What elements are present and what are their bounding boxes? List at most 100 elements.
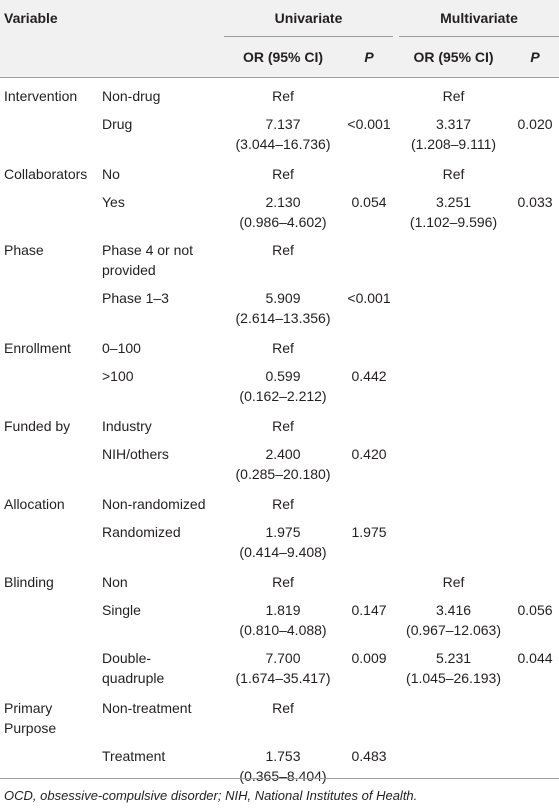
multi-p-cell bbox=[511, 690, 559, 740]
uni-p-cell: 0.420 bbox=[351, 446, 387, 462]
multi-or-cell bbox=[396, 740, 511, 788]
table-row: Phase Phase 4 or not provided Ref bbox=[0, 234, 559, 282]
uni-p-cell: 0.483 bbox=[351, 748, 387, 764]
multi-or-cell: 3.416 (0.967–12.063) bbox=[396, 594, 511, 642]
level-cell: Non bbox=[102, 564, 224, 594]
multi-or-value: Ref bbox=[442, 166, 465, 182]
uni-or-cell: Ref bbox=[224, 408, 342, 438]
multi-p-cell: 0.020 bbox=[517, 116, 553, 132]
variable-cell: Primary Purpose bbox=[0, 690, 102, 740]
variable-cell bbox=[0, 186, 102, 234]
uni-or-value: (3.044–16.736) bbox=[235, 136, 331, 152]
uni-or-cell: 1.753 (0.365–8.404) bbox=[224, 740, 342, 788]
level-cell: Double-quadruple bbox=[102, 642, 224, 690]
uni-or-value: Ref bbox=[272, 496, 294, 512]
level-cell: Treatment bbox=[102, 740, 224, 788]
variable-cell bbox=[0, 516, 102, 564]
uni-p-cell: 0.442 bbox=[351, 368, 387, 384]
header-univariate: Univariate bbox=[224, 0, 397, 37]
uni-p-cell: 1.975 bbox=[351, 524, 387, 540]
level-label: >100 bbox=[102, 368, 134, 384]
table-row: Primary Purpose Non-treatment Ref bbox=[0, 690, 559, 740]
uni-or-value: (0.986–4.602) bbox=[239, 214, 327, 230]
level-label: Treatment bbox=[102, 748, 166, 764]
level-cell: Non-drug bbox=[102, 78, 224, 109]
multi-or-value: 3.317 bbox=[435, 116, 472, 132]
multi-or-value: (1.102–9.596) bbox=[409, 214, 498, 230]
variable-cell bbox=[0, 360, 102, 408]
uni-p-cell bbox=[342, 564, 396, 594]
multi-p-cell bbox=[511, 234, 559, 282]
uni-or-value: 7.137 bbox=[265, 116, 301, 132]
uni-p-cell bbox=[342, 156, 396, 186]
multi-or-cell bbox=[396, 360, 511, 408]
multi-or-cell bbox=[396, 282, 511, 330]
multi-or-cell bbox=[396, 234, 511, 282]
level-label: NIH/others bbox=[102, 446, 169, 462]
table-row: Double-quadruple 7.700 (1.674–35.417) 0.009… bbox=[0, 642, 559, 690]
variable-cell bbox=[0, 642, 102, 690]
multi-p-cell: 0.033 bbox=[517, 194, 553, 210]
uni-or-value: Ref bbox=[272, 418, 294, 434]
uni-or-value: 1.819 bbox=[265, 602, 301, 618]
multi-p-cell bbox=[511, 408, 559, 438]
variable-cell: Collaborators bbox=[0, 156, 102, 186]
multi-or-cell bbox=[396, 330, 511, 360]
table-row: Allocation Non-randomized Ref bbox=[0, 486, 559, 516]
uni-or-value: Ref bbox=[272, 166, 294, 182]
uni-or-cell: 0.599 (0.162–2.212) bbox=[224, 360, 342, 408]
table-bottom-rule bbox=[0, 778, 559, 779]
table-row: Drug 7.137 (3.044–16.736) <0.001 3.317 (1.208… bbox=[0, 108, 559, 156]
level-label: 0–100 bbox=[102, 340, 141, 356]
multi-p-cell bbox=[511, 740, 559, 788]
header-variable: Variable bbox=[4, 10, 58, 27]
level-cell: >100 bbox=[102, 360, 224, 408]
uni-or-value: 7.700 bbox=[265, 650, 301, 666]
table-row: Funded by Industry Ref bbox=[0, 408, 559, 438]
uni-p-cell: <0.001 bbox=[347, 290, 391, 306]
level-label: Single bbox=[102, 602, 141, 618]
multi-or-cell: Ref bbox=[396, 156, 511, 186]
variable-cell: Enrollment bbox=[0, 330, 102, 360]
header-uni-p: P bbox=[342, 36, 397, 78]
multi-p-cell bbox=[511, 564, 559, 594]
level-label: Non bbox=[102, 574, 128, 590]
level-cell: 0–100 bbox=[102, 330, 224, 360]
variable-label: Collaborators bbox=[4, 166, 88, 182]
multi-p-cell bbox=[511, 330, 559, 360]
uni-or-value: (0.414–9.408) bbox=[239, 544, 327, 560]
uni-or-value: (0.162–2.212) bbox=[239, 388, 327, 404]
variable-cell bbox=[0, 740, 102, 788]
level-cell: Phase 4 or not provided bbox=[102, 234, 224, 282]
variable-cell bbox=[0, 438, 102, 486]
level-cell: Single bbox=[102, 594, 224, 642]
multi-or-cell bbox=[396, 690, 511, 740]
multi-or-cell: Ref bbox=[396, 78, 511, 109]
uni-p-cell: 0.009 bbox=[351, 650, 387, 666]
level-cell: Industry bbox=[102, 408, 224, 438]
level-label: provided bbox=[102, 262, 156, 278]
uni-or-cell: Ref bbox=[224, 78, 342, 109]
variable-cell: Intervention bbox=[0, 78, 102, 109]
variable-cell bbox=[0, 108, 102, 156]
table-footnote: OCD, obsessive-compulsive disorder; NIH,… bbox=[4, 788, 418, 803]
variable-label: Primary Purpose bbox=[4, 700, 57, 736]
uni-or-value: (2.614–13.356) bbox=[235, 310, 331, 326]
multi-or-value: 3.251 bbox=[435, 194, 472, 210]
multi-p-cell bbox=[511, 516, 559, 564]
uni-or-cell: 5.909 (2.614–13.356) bbox=[224, 282, 342, 330]
multi-p-cell bbox=[511, 78, 559, 109]
uni-p-cell bbox=[342, 408, 396, 438]
uni-or-cell: Ref bbox=[224, 330, 342, 360]
multi-or-value: Ref bbox=[442, 574, 465, 590]
variable-label: Phase bbox=[4, 242, 44, 258]
uni-or-value: (1.674–35.417) bbox=[235, 670, 331, 686]
header-multivariate: Multivariate bbox=[393, 0, 559, 37]
table-row: NIH/others 2.400 (0.285–20.180) 0.420 bbox=[0, 438, 559, 486]
uni-or-value: Ref bbox=[272, 574, 294, 590]
level-label: Phase 4 or not bbox=[102, 242, 194, 258]
uni-or-cell: 7.137 (3.044–16.736) bbox=[224, 108, 342, 156]
multi-p-cell bbox=[511, 438, 559, 486]
uni-or-cell: Ref bbox=[224, 564, 342, 594]
uni-p-cell bbox=[342, 330, 396, 360]
